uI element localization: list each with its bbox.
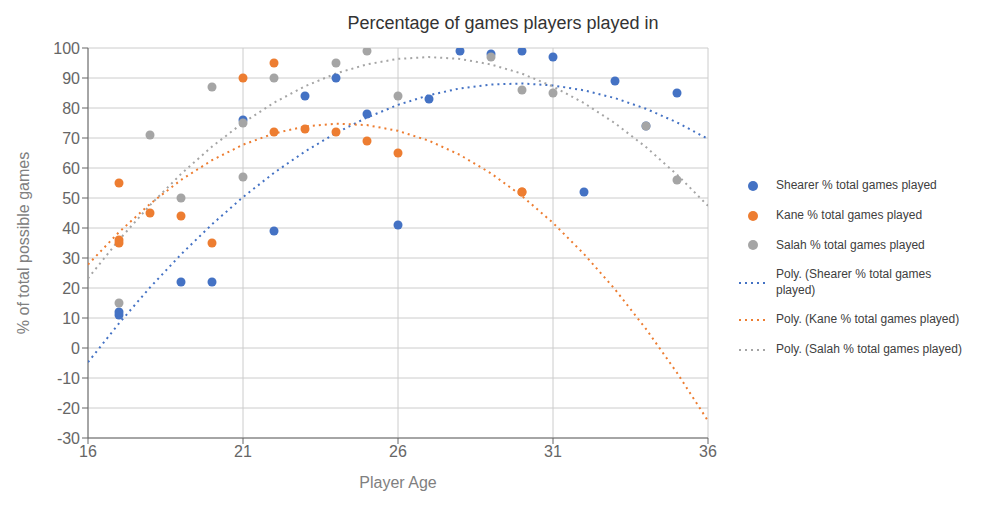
svg-text:% of total possible games: % of total possible games <box>15 152 32 334</box>
html-text:Salah % total games played: Salah % total games played <box>776 237 925 252</box>
svg-text:21: 21 <box>234 443 252 460</box>
svg-text:0: 0 <box>71 340 80 357</box>
svg-text:20: 20 <box>62 280 80 297</box>
svg-text:-30: -30 <box>57 430 80 447</box>
svg-text:Player Age: Player Age <box>359 474 436 491</box>
svg-text:36: 36 <box>699 443 717 460</box>
svg-text:50: 50 <box>62 190 80 207</box>
html-text:Shearer % total games played: Shearer % total games played <box>776 178 937 193</box>
svg-text:100: 100 <box>53 40 80 57</box>
svg-text:70: 70 <box>62 130 80 147</box>
svg-text:40: 40 <box>62 220 80 237</box>
html-text:Poly. (Kane % total games play: Poly. (Kane % total games played) <box>776 312 960 327</box>
svg-text:60: 60 <box>62 160 80 177</box>
html-text:Percentage of games players pl: Percentage of games players played in <box>347 13 659 33</box>
svg-text:80: 80 <box>62 100 80 117</box>
svg-text:90: 90 <box>62 70 80 87</box>
svg-text:31: 31 <box>544 443 562 460</box>
html-text:Kane % total games played: Kane % total games played <box>776 208 923 222</box>
svg-text:16: 16 <box>79 443 97 460</box>
svg-text:-10: -10 <box>57 370 80 387</box>
html-text:Poly. (Salah % total games pla: Poly. (Salah % total games played) <box>776 342 962 356</box>
svg-text:26: 26 <box>389 443 407 460</box>
svg-text:-20: -20 <box>57 400 80 417</box>
svg-text:10: 10 <box>62 310 80 327</box>
html-text:Poly. (Shearer % total games p: Poly. (Shearer % total games played) <box>776 267 932 297</box>
svg-text:30: 30 <box>62 250 80 267</box>
